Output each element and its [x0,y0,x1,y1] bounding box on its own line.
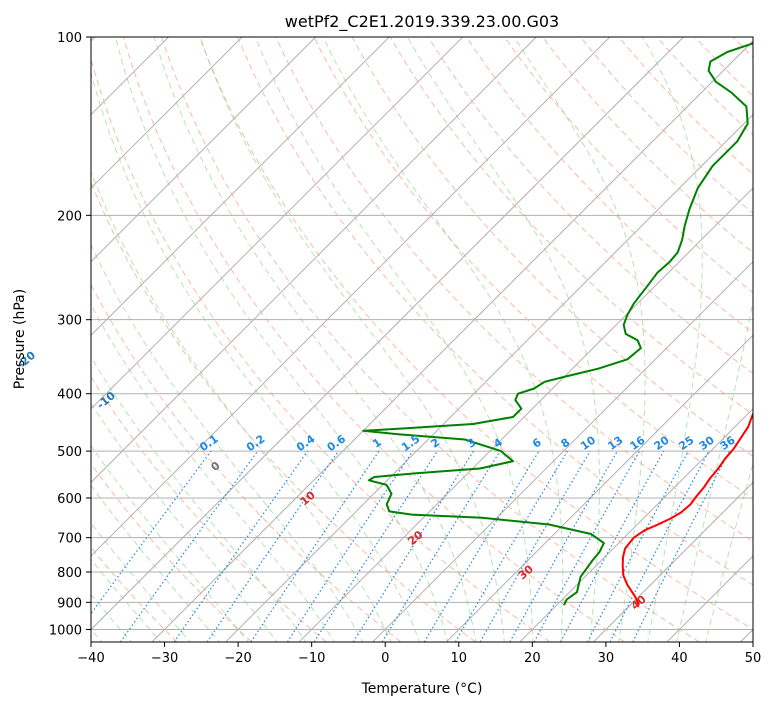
moist-adiabat [91,71,420,642]
y-tick-label: 700 [57,532,82,547]
isotherm-line [224,113,753,642]
chart-title: wetPf2_C2E1.2019.339.23.00.G03 [285,12,559,32]
y-tick-label: 200 [57,209,82,224]
isotherm-line [298,187,753,642]
skewed-isotherms [91,37,753,642]
dry-adiabat [389,37,753,416]
moist-adiabat [91,402,278,642]
mixing-ratio-line [632,450,731,642]
dry-adiabat [313,37,753,499]
mixing-ratio-line [173,450,309,642]
dry-adiabat [351,37,753,457]
y-tick-label: 400 [57,388,82,403]
moist-adiabat [513,37,646,642]
moist-adiabat [407,37,600,642]
isotherm-line [91,37,685,631]
mixing-ratio-line [313,450,438,642]
moist-adiabat [91,484,221,642]
mixing-ratio-lines [91,450,731,642]
moist-adiabat [91,243,364,642]
moist-adiabat [91,444,250,642]
dry-adiabat [161,37,700,642]
y-tick-label: 600 [57,492,82,507]
x-tick-label: 0 [381,651,389,666]
moist-adiabat [91,558,162,642]
plot-frame [90,36,754,643]
x-tick-label: 50 [745,651,762,666]
mixing-ratio-line [381,450,501,642]
isotherm-line [91,37,611,557]
mixing-ratio-line [533,450,641,642]
y-tick-label: 1000 [49,623,82,638]
isotherm-line [519,408,753,642]
x-axis-label: Temperature (°C) [361,681,483,697]
dry-adiabats [91,37,753,642]
dewpoint-profile-line [362,42,753,606]
x-tick-label: 40 [671,651,688,666]
dry-adiabat [91,463,253,642]
dry-adiabat [91,376,327,642]
y-tick-label: 900 [57,596,82,611]
dry-adiabat [275,37,753,542]
y-tick-label: 300 [57,314,82,329]
mixing-ratio-line [206,450,339,642]
mixing-ratio-line [559,450,665,642]
isotherm-line [91,37,243,189]
y-axis-label: Pressure (hPa) [12,289,28,389]
y-tick-label: 100 [57,31,82,46]
dry-adiabat [91,181,476,642]
x-tick-label: −10 [298,651,325,666]
x-tick-label: 10 [451,651,468,666]
x-tick-label: 20 [524,651,541,666]
x-tick-label: −20 [224,651,251,666]
moist-adiabat [91,593,133,642]
isotherm-line [91,37,538,484]
isotherm-line [91,37,317,263]
mixing-ratio-line [119,450,259,642]
moist-adiabat [199,37,505,642]
axis-ticks: −40 −30 −20 −10 0 10 20 30 40 50 1000 900 800 700 600 5… [49,31,761,666]
isotherm-line [91,37,390,336]
mixing-ratio-line [91,450,212,615]
mixing-ratio-line [509,450,618,642]
moist-adiabat [676,298,753,642]
moist-adiabat [91,170,392,642]
isotherm-line [371,260,753,642]
dry-adiabat [91,56,551,642]
moist-adiabat [322,37,564,642]
isotherm-line [151,40,753,642]
mixing-ratio-line [286,450,414,642]
isotherm-line [445,334,753,642]
mixing-ratio-line [250,450,380,642]
isotherm-line [592,481,753,642]
moist-adiabat [642,37,703,642]
dry-adiabat [237,37,753,586]
moist-adiabat [705,462,753,642]
mixing-ratio-line [352,450,475,642]
dry-adiabat [465,37,753,334]
moist-adiabat [91,355,307,642]
y-tick-label: 500 [57,445,82,460]
plot-area [91,37,753,642]
y-tick-label: 800 [57,566,82,581]
moist-adiabat [91,522,191,642]
sounding-profiles [362,42,753,606]
moist-adiabat [91,303,335,642]
temperature-profile-line [621,412,753,606]
dry-adiabat [199,37,753,630]
x-tick-label: −30 [151,651,178,666]
moist-adiabat [153,37,477,642]
moist-adiabat [115,37,449,642]
x-tick-label: −40 [77,651,104,666]
x-tick-label: 30 [598,651,615,666]
dry-adiabat [122,37,625,642]
moist-adiabats [91,37,753,642]
dry-adiabat [427,37,753,375]
isotherm-line [91,37,464,410]
